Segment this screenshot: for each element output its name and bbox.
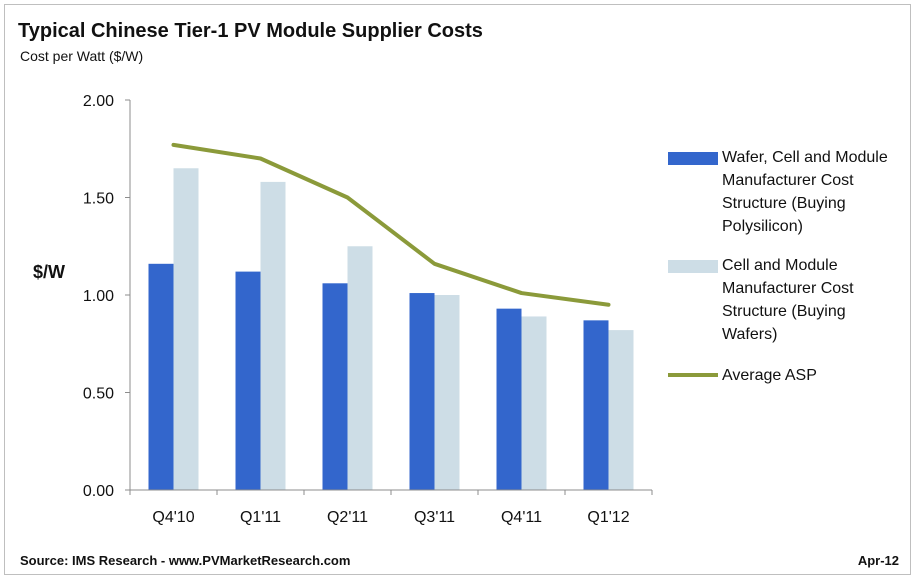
bar-wafer-cell-module [583,320,609,490]
legend-label-cell-module: Cell and Module Manufacturer Cost Struct… [722,257,854,343]
bar-wafer-cell-module [322,283,348,490]
y-tick-labels: 0.00 0.50 1.00 1.50 2.00 [83,93,114,500]
y-tick-label: 2.00 [83,93,114,110]
average-asp-line [171,142,611,307]
x-tick-label: Q4'10 [152,509,194,526]
axes [125,99,653,495]
legend-swatch-wafer-cell-module [668,152,718,165]
x-tick-label: Q2'11 [327,509,368,526]
y-tick-label: 0.50 [83,386,114,403]
bar-wafer-cell-module [496,308,522,490]
bars [148,168,634,490]
y-tick-label: 1.50 [83,191,114,208]
y-axis-label: $/W [33,262,66,282]
chart-subtitle: Cost per Watt ($/W) [20,48,144,64]
x-tick-labels: Q4'10 Q1'11 Q2'11 Q3'11 Q4'11 Q1'12 [152,509,629,526]
x-tick-label: Q1'11 [240,509,281,526]
x-tick-label: Q3'11 [414,509,455,526]
bar-cell-module [260,181,286,490]
legend-swatch-cell-module [668,260,718,273]
legend-label-wafer-cell-module: Wafer, Cell and Module Manufacturer Cost… [722,149,888,235]
bar-cell-module [434,295,460,490]
bar-wafer-cell-module [148,263,174,490]
legend-swatch-average-asp [668,373,718,377]
footer-date: Apr-12 [857,553,899,568]
x-tick-label: Q1'12 [587,509,629,526]
bar-cell-module [173,168,199,490]
bar-wafer-cell-module [409,293,435,490]
footer-source: Source: IMS Research - www.PVMarketResea… [20,553,351,568]
legend-label-average-asp: Average ASP [722,367,817,384]
bar-cell-module [521,316,547,490]
chart-title: Typical Chinese Tier-1 PV Module Supplie… [18,20,483,42]
y-tick-label: 1.00 [83,288,114,305]
asp-line [171,142,611,307]
x-tick-label: Q4'11 [501,509,542,526]
bar-cell-module [347,246,373,490]
y-tick-label: 0.00 [83,483,114,500]
bar-cell-module [608,330,634,490]
bar-wafer-cell-module [235,271,261,490]
